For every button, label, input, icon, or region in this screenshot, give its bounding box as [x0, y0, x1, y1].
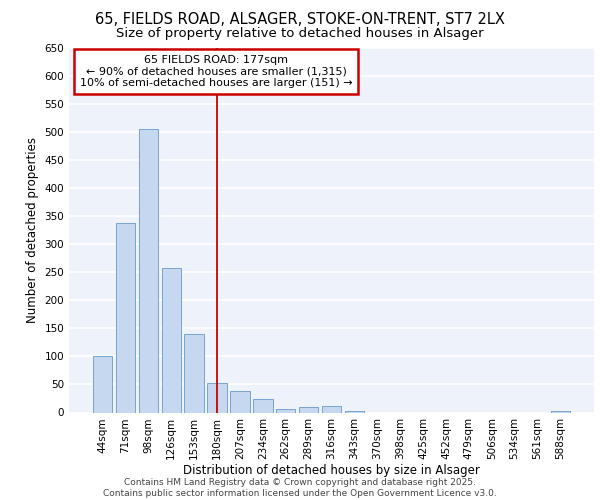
- Text: Contains HM Land Registry data © Crown copyright and database right 2025.
Contai: Contains HM Land Registry data © Crown c…: [103, 478, 497, 498]
- X-axis label: Distribution of detached houses by size in Alsager: Distribution of detached houses by size …: [183, 464, 480, 476]
- Text: 65 FIELDS ROAD: 177sqm
← 90% of detached houses are smaller (1,315)
10% of semi-: 65 FIELDS ROAD: 177sqm ← 90% of detached…: [80, 55, 352, 88]
- Bar: [276, 409, 295, 412]
- Bar: [184, 334, 204, 412]
- Bar: [93, 356, 112, 412]
- Bar: [161, 268, 181, 412]
- Bar: [208, 382, 227, 412]
- Bar: [344, 411, 364, 412]
- Bar: [299, 407, 319, 412]
- Bar: [253, 399, 272, 412]
- Bar: [551, 411, 570, 412]
- Bar: [139, 129, 158, 412]
- Bar: [116, 222, 135, 412]
- Bar: [230, 391, 250, 412]
- Text: Size of property relative to detached houses in Alsager: Size of property relative to detached ho…: [116, 28, 484, 40]
- Y-axis label: Number of detached properties: Number of detached properties: [26, 137, 39, 323]
- Text: 65, FIELDS ROAD, ALSAGER, STOKE-ON-TRENT, ST7 2LX: 65, FIELDS ROAD, ALSAGER, STOKE-ON-TRENT…: [95, 12, 505, 28]
- Bar: [322, 406, 341, 412]
